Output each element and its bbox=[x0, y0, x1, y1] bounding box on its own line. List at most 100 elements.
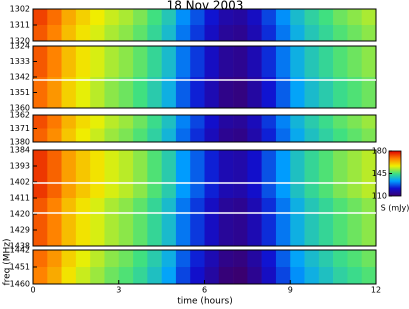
heatmap-cell bbox=[304, 198, 320, 247]
heatmap-cell bbox=[233, 150, 248, 199]
heatmap-cell bbox=[261, 25, 277, 42]
heatmap-cell bbox=[90, 150, 105, 199]
heatmap-cell bbox=[318, 46, 334, 78]
heatmap-cell bbox=[361, 128, 377, 143]
heatmap-cell bbox=[233, 128, 248, 143]
heatmap-cell bbox=[318, 128, 334, 143]
heatmap-cell bbox=[61, 25, 77, 42]
heatmap-cell bbox=[147, 250, 162, 268]
heatmap-cell bbox=[304, 128, 320, 143]
heatmap-cell bbox=[161, 115, 177, 129]
heatmap-cell bbox=[361, 250, 377, 268]
heatmap-cell bbox=[204, 77, 220, 109]
heatmap-cell bbox=[275, 150, 291, 199]
heatmap-cell bbox=[175, 25, 191, 42]
heatmap-cell bbox=[218, 115, 234, 129]
heatmap-cell bbox=[47, 128, 62, 143]
heatmap-cell bbox=[361, 25, 377, 42]
heatmap-cell bbox=[361, 115, 377, 129]
heatmap-cell bbox=[333, 77, 348, 109]
heatmap-cell bbox=[75, 250, 91, 268]
heatmap-cell bbox=[361, 77, 377, 109]
heatmap-cell bbox=[161, 9, 177, 26]
heatmap-cell bbox=[347, 128, 363, 143]
heatmap-cell bbox=[118, 198, 134, 247]
heatmap-cell bbox=[61, 250, 77, 268]
y-tick-label: 1360 bbox=[10, 104, 30, 113]
heatmap-cell bbox=[218, 9, 234, 26]
heatmap-cell bbox=[133, 150, 148, 199]
heatmap-cell bbox=[275, 128, 291, 143]
heatmap-cell bbox=[118, 115, 134, 129]
heatmap-cell bbox=[318, 150, 334, 199]
heatmap-cell bbox=[347, 198, 363, 247]
y-axis-label: freq (MHz) bbox=[3, 238, 13, 285]
heatmap-cell bbox=[90, 77, 105, 109]
heatmap-cell bbox=[261, 198, 277, 247]
heatmap-cell bbox=[290, 115, 305, 129]
heatmap-cell bbox=[133, 267, 148, 285]
heatmap-cell bbox=[75, 115, 91, 129]
heatmap-cell bbox=[233, 9, 248, 26]
heatmap-cell bbox=[33, 250, 48, 268]
heatmap-cell bbox=[175, 128, 191, 143]
heatmap-cell bbox=[147, 9, 162, 26]
y-tick-label: 1411 bbox=[10, 194, 30, 203]
x-axis-label: time (hours) bbox=[177, 297, 233, 307]
heatmap-cell bbox=[175, 115, 191, 129]
heatmap-cell bbox=[233, 198, 248, 247]
heatmap-cell bbox=[218, 46, 234, 78]
heatmap-cell bbox=[90, 128, 105, 143]
heatmap-cell bbox=[304, 150, 320, 199]
y-tick-label: 1429 bbox=[10, 226, 30, 235]
heatmap-cell bbox=[290, 46, 305, 78]
heatmap-cell bbox=[318, 267, 334, 285]
heatmap-cell bbox=[161, 128, 177, 143]
heatmap-cell bbox=[33, 150, 48, 199]
heatmap-cell bbox=[304, 25, 320, 42]
heatmap-cell bbox=[133, 128, 148, 143]
heatmap-cell bbox=[90, 25, 105, 42]
heatmap-cell bbox=[233, 25, 248, 42]
heatmap-cell bbox=[333, 250, 348, 268]
heatmap-cell bbox=[175, 9, 191, 26]
heatmap-cell bbox=[190, 128, 205, 143]
heatmap-cell bbox=[361, 267, 377, 285]
heatmap-cell bbox=[318, 198, 334, 247]
y-tick-label: 1393 bbox=[10, 162, 30, 171]
heatmap-cell bbox=[104, 150, 120, 199]
heatmap-cell bbox=[47, 267, 62, 285]
heatmap-cell bbox=[318, 77, 334, 109]
heatmap-cell bbox=[104, 25, 120, 42]
heatmap-cell bbox=[304, 9, 320, 26]
heatmap-cell bbox=[133, 115, 148, 129]
heatmap-cell bbox=[33, 77, 48, 109]
heatmap-cell bbox=[247, 150, 262, 199]
heatmap-cell bbox=[275, 77, 291, 109]
heatmap-cell bbox=[333, 25, 348, 42]
heatmap-cell bbox=[247, 267, 262, 285]
heatmap-cell bbox=[104, 198, 120, 247]
heatmap-cell bbox=[104, 46, 120, 78]
heatmap-cell bbox=[218, 150, 234, 199]
y-tick-label: 1438 bbox=[10, 242, 30, 251]
heatmap-cell bbox=[75, 77, 91, 109]
heatmap-cell bbox=[147, 150, 162, 199]
heatmap-cell bbox=[75, 9, 91, 26]
heatmap-cell bbox=[290, 250, 305, 268]
heatmap-cell bbox=[47, 115, 62, 129]
heatmap-cell bbox=[190, 267, 205, 285]
heatmap-cell bbox=[318, 115, 334, 129]
heatmap-cell bbox=[233, 250, 248, 268]
heatmap-cell bbox=[118, 25, 134, 42]
heatmap-cell bbox=[261, 267, 277, 285]
colorbar-tick-label: 110 bbox=[372, 192, 387, 201]
heatmap-cell bbox=[133, 9, 148, 26]
colorbar-tick-label: 145 bbox=[372, 169, 387, 178]
heatmap-cell bbox=[304, 115, 320, 129]
heatmap-cell bbox=[247, 128, 262, 143]
heatmap-cell bbox=[290, 25, 305, 42]
y-tick-label: 1402 bbox=[10, 178, 30, 187]
heatmap-cell bbox=[304, 77, 320, 109]
heatmap-cell bbox=[304, 267, 320, 285]
